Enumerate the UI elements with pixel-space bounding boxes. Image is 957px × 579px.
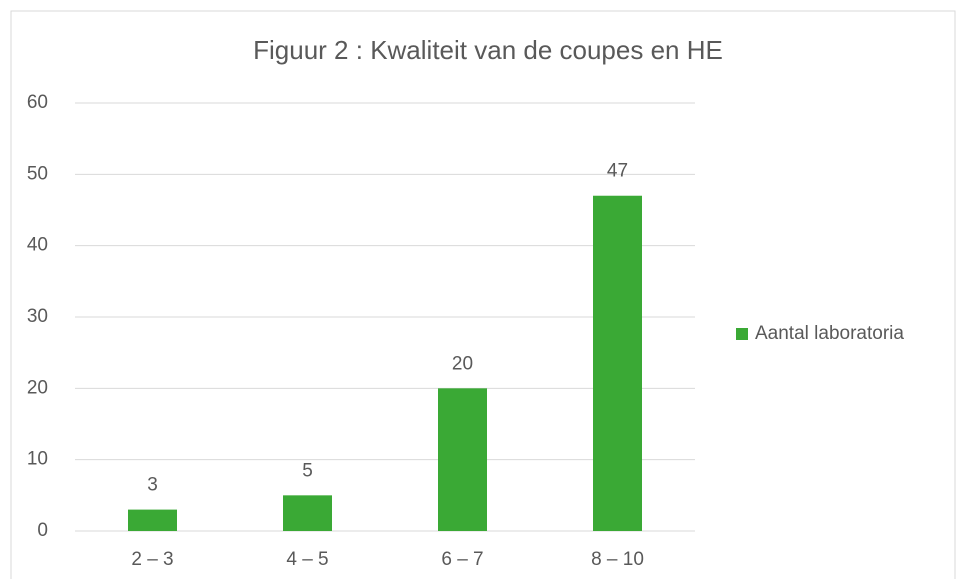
x-tick-label: 2 – 3	[131, 549, 173, 570]
y-tick-label: 60	[27, 92, 48, 113]
x-tick-label: 4 – 5	[286, 549, 328, 570]
bar	[283, 495, 332, 531]
x-tick-label: 8 – 10	[591, 549, 644, 570]
y-tick-label: 40	[27, 235, 48, 256]
y-tick-label: 30	[27, 306, 48, 327]
data-label: 3	[147, 475, 158, 496]
data-label: 47	[607, 161, 628, 182]
y-tick-label: 50	[27, 163, 48, 184]
bar	[438, 388, 487, 531]
bar	[593, 195, 642, 531]
y-tick-label: 10	[27, 449, 48, 470]
legend-swatch	[736, 328, 748, 340]
x-tick-label: 6 – 7	[441, 549, 483, 570]
data-label: 20	[452, 353, 473, 374]
bar	[128, 509, 177, 531]
legend-label: Aantal laboratoria	[755, 323, 904, 344]
y-tick-label: 20	[27, 377, 48, 398]
y-tick-label: 0	[37, 520, 48, 541]
data-label: 5	[302, 460, 313, 481]
chart-title: Figuur 2 : Kwaliteit van de coupes en HE	[253, 35, 723, 65]
